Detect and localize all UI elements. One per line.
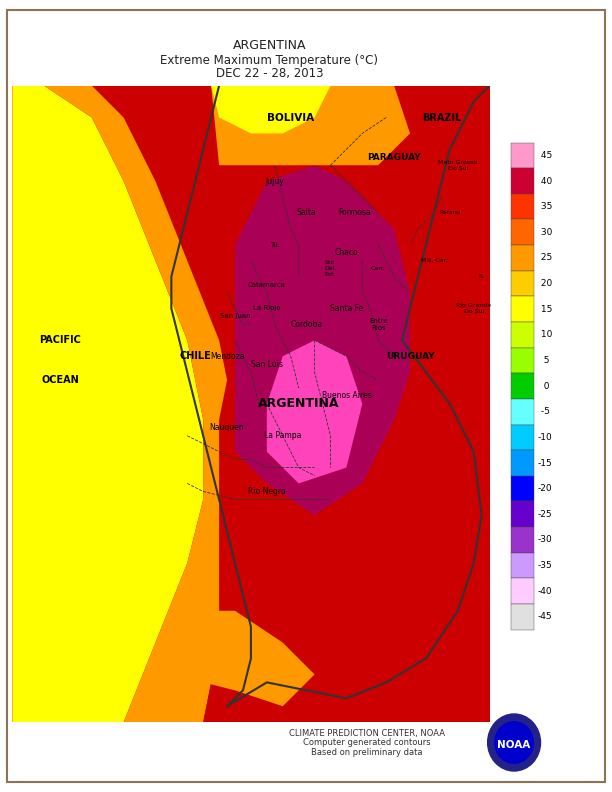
Circle shape — [488, 714, 540, 771]
Text: -10: -10 — [538, 433, 553, 442]
Text: BRAZIL: BRAZIL — [422, 112, 461, 123]
Text: BOLIVIA: BOLIVIA — [267, 112, 315, 123]
Text: Mendoza: Mendoza — [210, 352, 244, 360]
Text: -15: -15 — [538, 459, 553, 467]
Text: DEC 22 - 28, 2013: DEC 22 - 28, 2013 — [215, 67, 323, 80]
Text: PACIFIC: PACIFIC — [39, 335, 81, 345]
Text: 0: 0 — [538, 382, 550, 390]
Text: San Juan: San Juan — [220, 314, 250, 319]
Text: Based on preliminary data: Based on preliminary data — [312, 748, 423, 757]
Text: Buenos Aires: Buenos Aires — [321, 391, 371, 401]
Text: ARGENTINA: ARGENTINA — [258, 398, 340, 410]
Text: -45: -45 — [538, 612, 553, 621]
Text: Tu.: Tu. — [270, 242, 280, 248]
Polygon shape — [211, 86, 330, 133]
Text: 45: 45 — [538, 151, 552, 160]
Text: -25: -25 — [538, 510, 553, 519]
Text: Mato Grosso
Do Sul: Mato Grosso Do Sul — [438, 160, 477, 170]
Text: -30: -30 — [538, 535, 553, 544]
Text: -35: -35 — [538, 561, 553, 570]
Polygon shape — [171, 611, 315, 706]
Text: La Pampa: La Pampa — [264, 431, 302, 440]
Text: URUGUAY: URUGUAY — [386, 352, 435, 360]
Text: 25: 25 — [538, 253, 552, 262]
Polygon shape — [267, 341, 362, 483]
Text: 5: 5 — [538, 356, 550, 365]
Text: NOAA: NOAA — [498, 740, 531, 750]
Text: PARAGUAY: PARAGUAY — [367, 153, 421, 162]
Text: Parana: Parana — [439, 211, 461, 215]
Polygon shape — [235, 166, 410, 516]
Text: 35: 35 — [538, 202, 552, 211]
Text: ARGENTINA: ARGENTINA — [233, 40, 306, 52]
Text: Rio Grande
Do Sul: Rio Grande Do Sul — [456, 303, 491, 314]
Text: Nauquen: Nauquen — [210, 423, 244, 432]
Polygon shape — [203, 86, 490, 722]
Text: -20: -20 — [538, 484, 553, 493]
Text: 30: 30 — [538, 228, 552, 237]
Polygon shape — [12, 86, 203, 722]
Text: Salta: Salta — [297, 208, 316, 218]
Text: S.: S. — [479, 274, 485, 279]
Text: San Luis: San Luis — [251, 360, 283, 368]
Polygon shape — [44, 86, 235, 722]
Text: Jujuy: Jujuy — [266, 177, 284, 185]
Text: Extreme Maximum Temperature (°C): Extreme Maximum Temperature (°C) — [160, 54, 378, 67]
Text: Mis. Car.: Mis. Car. — [420, 258, 447, 263]
Text: 20: 20 — [538, 279, 552, 288]
Text: CLIMATE PREDICTION CENTER, NOAA: CLIMATE PREDICTION CENTER, NOAA — [289, 729, 445, 738]
Text: -5: -5 — [538, 407, 550, 417]
Polygon shape — [211, 86, 410, 166]
Text: 10: 10 — [538, 330, 552, 339]
Text: CHILE: CHILE — [179, 351, 211, 361]
Text: OCEAN: OCEAN — [41, 375, 79, 385]
Text: Catamarca: Catamarca — [248, 282, 286, 287]
Text: La Rioja: La Rioja — [253, 306, 281, 311]
Text: Rio Negro: Rio Negro — [248, 487, 286, 496]
Text: Chaco: Chaco — [335, 248, 358, 257]
Text: Cordoba: Cordoba — [291, 320, 323, 329]
Text: Sto.
Del.
Est.: Sto. Del. Est. — [324, 261, 337, 277]
Text: Santa Fe: Santa Fe — [330, 304, 363, 313]
Text: Formosa: Formosa — [338, 208, 371, 218]
Circle shape — [495, 722, 534, 763]
Text: 15: 15 — [538, 305, 552, 314]
Text: 40: 40 — [538, 177, 552, 185]
Text: Entre
Rios: Entre Rios — [369, 318, 387, 331]
Text: -40: -40 — [538, 587, 553, 596]
Polygon shape — [12, 0, 612, 722]
Text: Carr.: Carr. — [371, 266, 386, 271]
Text: Computer generated contours: Computer generated contours — [304, 738, 431, 748]
